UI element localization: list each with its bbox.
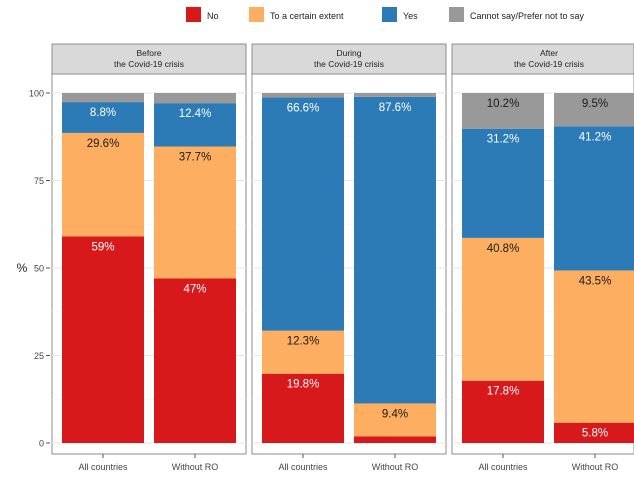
y-tick-label: 0	[39, 439, 44, 449]
bar-segment	[462, 93, 544, 129]
data-label: 59%	[91, 242, 114, 254]
bar-segment	[154, 146, 236, 279]
y-tick-label: 25	[34, 351, 44, 361]
data-label: 31.2%	[487, 134, 520, 146]
bar-segment	[62, 132, 144, 237]
legend-swatch-2	[382, 7, 397, 22]
bar-segment	[462, 128, 544, 238]
data-label: 37.7%	[179, 152, 212, 164]
x-tick-label: Without RO	[372, 462, 419, 472]
x-tick-label: All countries	[478, 462, 528, 472]
bar-segment	[262, 330, 344, 374]
bar-segment	[262, 97, 344, 331]
y-tick-label: 75	[34, 176, 44, 186]
panel-title-line2: the Covid-19 crisis	[314, 59, 384, 69]
bar-segment	[154, 103, 236, 147]
bar-segment	[462, 380, 544, 443]
bar-segment	[262, 373, 344, 443]
panel-title-line2: the Covid-19 crisis	[114, 59, 184, 69]
legend-label-1: To a certain extent	[270, 11, 344, 21]
data-label: 40.8%	[487, 243, 520, 255]
bar-segment	[62, 93, 144, 103]
bar-segment	[554, 422, 634, 443]
data-label: 66.6%	[287, 103, 320, 115]
data-label: 9.5%	[582, 98, 608, 110]
panel-title-line1: Before	[136, 48, 161, 58]
bar-segment	[262, 93, 344, 98]
data-label: 41.2%	[579, 131, 612, 143]
data-label: 19.8%	[287, 379, 320, 391]
bar-segment	[354, 93, 436, 97]
data-label: 12.3%	[287, 336, 320, 348]
legend-label-3: Cannot say/Prefer not to say	[470, 11, 585, 21]
x-tick-label: All countries	[78, 462, 128, 472]
bar-segment	[354, 403, 436, 437]
bar-segment	[154, 278, 236, 443]
panel-title-line2: the Covid-19 crisis	[514, 59, 584, 69]
data-label: 17.8%	[487, 386, 520, 398]
panel-title-line1: After	[540, 48, 558, 58]
x-tick-label: All countries	[278, 462, 328, 472]
data-label: 29.6%	[87, 138, 120, 150]
y-tick-label: 50	[34, 264, 44, 274]
y-axis-label: %	[17, 261, 28, 275]
panel-strip	[51, 43, 247, 75]
data-label: 9.4%	[382, 408, 408, 420]
bar-segment	[462, 237, 544, 381]
bar-segment	[62, 236, 144, 443]
bar-segment	[62, 102, 144, 133]
panel-strip	[451, 43, 634, 75]
bar-segment	[154, 93, 236, 104]
data-label: 12.4%	[179, 108, 212, 120]
legend-swatch-3	[449, 7, 464, 22]
panel-title-line1: During	[336, 48, 361, 58]
data-label: 8.8%	[90, 107, 116, 119]
y-tick-label: 100	[29, 89, 44, 99]
bar-segment	[554, 126, 634, 271]
legend-swatch-0	[186, 7, 201, 22]
bar-segment	[554, 270, 634, 423]
data-label: 10.2%	[487, 98, 520, 110]
x-tick-label: Without RO	[172, 462, 219, 472]
legend-label-2: Yes	[403, 11, 418, 21]
data-label: 5.8%	[582, 428, 608, 440]
data-label: 43.5%	[579, 275, 612, 287]
bar-segment	[554, 93, 634, 127]
bar-segment	[354, 436, 436, 443]
bar-segment	[354, 96, 436, 404]
data-label: 87.6%	[379, 102, 412, 114]
data-label: 47%	[183, 284, 206, 296]
legend-swatch-1	[249, 7, 264, 22]
legend-label-0: No	[207, 11, 219, 21]
x-tick-label: Without RO	[572, 462, 619, 472]
